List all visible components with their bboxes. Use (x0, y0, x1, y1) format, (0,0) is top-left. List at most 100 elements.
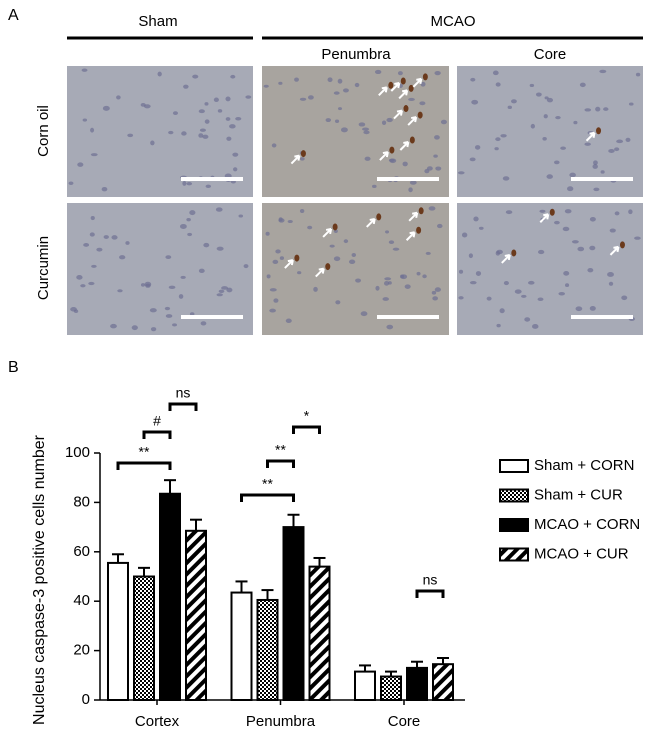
cell-nucleus (404, 284, 411, 289)
micrograph (262, 66, 449, 197)
cell-nucleus (383, 281, 390, 286)
cell-nucleus (294, 77, 299, 82)
cell-nucleus (279, 256, 285, 260)
cell-nucleus (90, 153, 98, 157)
cell-nucleus (355, 278, 362, 283)
cell-nucleus (358, 122, 366, 127)
cell-nucleus (385, 230, 390, 234)
cell-nucleus (325, 118, 332, 123)
cell-nucleus (198, 133, 204, 138)
cell-nucleus (539, 209, 546, 213)
cell-nucleus (96, 247, 103, 252)
micrographs (67, 66, 643, 335)
cell-nucleus (83, 243, 90, 247)
cell-nucleus (471, 99, 479, 105)
cell-nucleus (621, 295, 628, 301)
cell-nucleus (458, 269, 464, 274)
cell-nucleus (200, 321, 207, 326)
cell-nucleus (408, 97, 415, 102)
cell-nucleus (225, 96, 231, 102)
cell-nucleus (587, 267, 594, 273)
cell-nucleus (189, 312, 195, 316)
cell-nucleus (164, 306, 171, 311)
cell-nucleus (436, 223, 443, 229)
cell-nucleus (537, 249, 545, 255)
cell-nucleus (416, 271, 421, 276)
cell-nucleus (218, 289, 225, 294)
cell-nucleus (543, 114, 548, 119)
cell-nucleus (524, 317, 531, 322)
y-tick-label: 20 (73, 642, 90, 659)
cell-nucleus (499, 308, 505, 314)
cell-nucleus (469, 157, 476, 162)
cell-nucleus (388, 158, 395, 162)
cell-nucleus (181, 131, 187, 136)
cell-nucleus (278, 217, 283, 222)
cell-nucleus (230, 74, 236, 79)
cell-nucleus (608, 149, 615, 153)
legend-swatch (499, 547, 529, 562)
cell-nucleus (131, 325, 138, 331)
cell-nucleus (168, 285, 176, 290)
cell-nucleus (187, 232, 193, 237)
cell-nucleus (616, 139, 624, 144)
cell-nucleus (343, 239, 349, 244)
bar (282, 526, 305, 701)
cell-nucleus (90, 216, 95, 221)
x-tick-label: Penumbra (246, 713, 316, 730)
cell-nucleus (535, 92, 542, 97)
cell-nucleus (271, 143, 277, 148)
cell-nucleus (337, 78, 343, 84)
bar (230, 591, 253, 701)
arrow (390, 82, 401, 92)
cell-nucleus (554, 220, 560, 225)
cell-nucleus (348, 259, 356, 265)
stained-cell (400, 77, 406, 85)
cell-nucleus (144, 281, 152, 287)
cell-nucleus (431, 290, 437, 295)
cell-nucleus (384, 277, 392, 281)
cell-nucleus (235, 117, 242, 121)
cell-nucleus (150, 327, 157, 332)
cell-nucleus (593, 160, 598, 166)
cell-nucleus (179, 223, 187, 229)
cell-nucleus (603, 107, 609, 111)
cell-nucleus (168, 130, 174, 135)
cell-nucleus (478, 226, 484, 230)
arrow (379, 151, 389, 161)
bar (308, 565, 331, 701)
cell-nucleus (89, 232, 95, 237)
cell-nucleus (272, 259, 279, 265)
cell-nucleus (165, 255, 172, 260)
cell-nucleus (189, 210, 196, 216)
cell-nucleus (334, 119, 340, 123)
cell-nucleus (81, 68, 88, 72)
significance-bracket (415, 589, 445, 598)
cell-nucleus (388, 240, 395, 244)
y-tick-label: 100 (65, 444, 90, 461)
y-tick-label: 60 (73, 543, 90, 560)
cell-nucleus (386, 324, 394, 330)
cell-nucleus (546, 97, 553, 103)
legend-swatch (499, 459, 529, 473)
cell-nucleus (599, 69, 607, 74)
y-tick-label: 40 (73, 592, 90, 609)
arrow (539, 213, 550, 223)
cell-nucleus (203, 242, 210, 248)
cell-nucleus (495, 137, 501, 142)
scale-bar (181, 177, 243, 181)
significance-bracket (168, 402, 198, 411)
cell-nucleus (589, 216, 596, 222)
cell-nucleus (579, 82, 586, 88)
cell-nucleus (111, 235, 118, 240)
cell-nucleus (494, 147, 499, 151)
cell-nucleus (514, 289, 522, 294)
cell-nucleus (117, 289, 123, 293)
cell-nucleus (172, 323, 177, 327)
cell-nucleus (354, 82, 360, 88)
cell-nucleus (496, 249, 503, 255)
cell-nucleus (275, 249, 281, 254)
cell-nucleus (287, 219, 293, 224)
cell-nucleus (532, 323, 539, 329)
